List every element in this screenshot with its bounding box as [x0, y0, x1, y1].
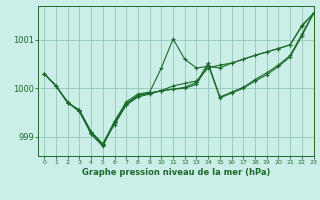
X-axis label: Graphe pression niveau de la mer (hPa): Graphe pression niveau de la mer (hPa) — [82, 168, 270, 177]
